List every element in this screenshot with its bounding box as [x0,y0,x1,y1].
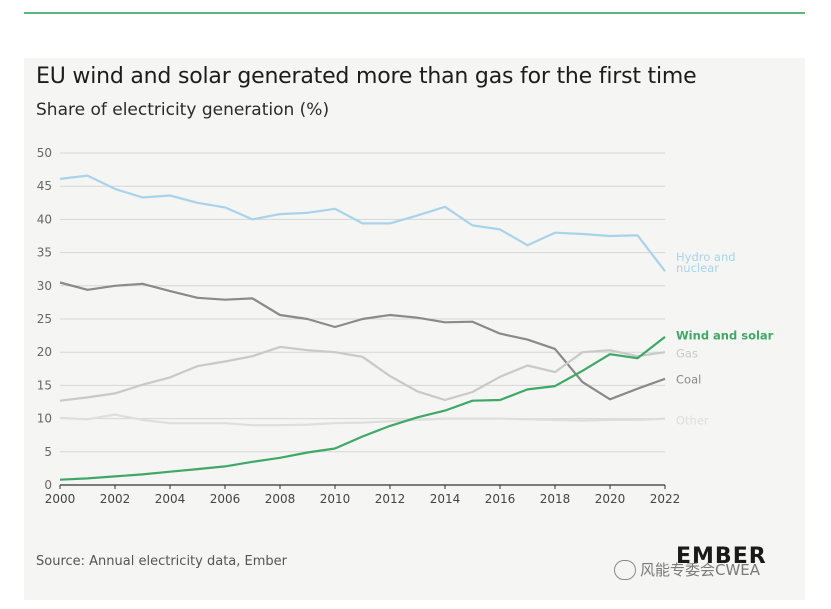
x-tick-label: 2006 [210,492,241,506]
series-line-gas [59,345,666,402]
y-tick-label: 50 [37,146,52,160]
series-label-hydro-and-nuclear: nuclear [676,261,719,275]
series-line-other [59,413,666,427]
chart-subtitle: Share of electricity generation (%) [36,100,330,120]
x-tick-label: 2012 [375,492,406,506]
series-label-gas: Gas [676,347,698,361]
source-note: Source: Annual electricity data, Ember [36,554,287,569]
x-tick-label: 2022 [650,492,681,506]
ember-logo: EMBER [676,544,767,569]
series-label-wind-and-solar: Wind and solar [676,329,774,343]
y-tick-label: 10 [37,412,52,426]
x-tick-label: 2014 [430,492,461,506]
y-tick-label: 5 [44,445,52,459]
x-tick-label: 2010 [320,492,351,506]
wechat-icon [614,559,636,580]
series-line-hydro-and-nuclear [59,174,666,272]
x-tick-label: 2018 [540,492,571,506]
x-tick-label: 2002 [100,492,131,506]
top-rule [24,12,805,14]
chart-card [24,58,805,600]
y-tick-label: 45 [37,179,52,193]
y-tick-label: 15 [37,378,52,392]
y-tick-label: 30 [37,279,52,293]
y-tick-label: 40 [37,212,52,226]
series-line-coal [59,281,666,401]
y-tick-label: 25 [37,312,52,326]
series-label-hydro-and-nuclear: Hydro and [676,250,736,264]
watermark-text: 风能专委会CWEA [640,561,761,579]
x-tick-label: 2016 [485,492,516,506]
chart-title: EU wind and solar generated more than ga… [36,64,697,89]
series-label-coal: Coal [676,372,701,386]
x-tick-label: 2020 [595,492,626,506]
y-tick-label: 35 [37,246,52,260]
x-tick-label: 2000 [45,492,76,506]
x-tick-label: 2008 [265,492,296,506]
series-line-wind-and-solar [59,336,666,481]
watermark: 风能专委会CWEA [614,559,760,580]
series-label-other: Other [676,414,709,428]
y-tick-label: 0 [44,478,52,492]
y-tick-label: 20 [37,345,52,359]
x-tick-label: 2004 [155,492,186,506]
